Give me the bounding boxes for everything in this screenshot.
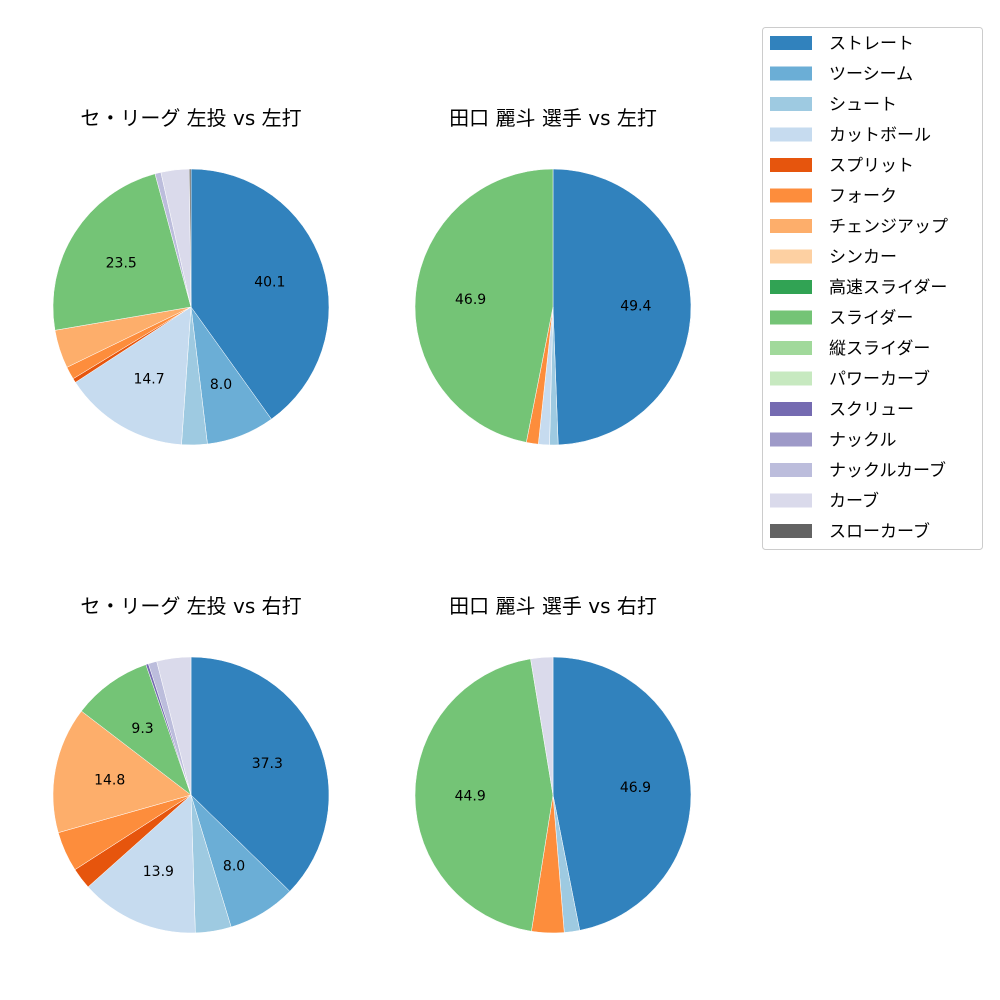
pie-chart: セ・リーグ 左投 vs 右打 37.3 8.0 13.9 14.8 9.3 <box>52 594 330 934</box>
legend-label: 高速スライダー <box>829 278 947 298</box>
slice-label: 14.7 <box>133 371 164 387</box>
pie-slice <box>52 710 192 833</box>
pie-slice <box>414 168 554 443</box>
slice-label: 14.8 <box>94 772 125 788</box>
legend-label: スクリュー <box>829 400 914 420</box>
legend-swatch <box>770 66 812 81</box>
pie-slice <box>52 173 192 331</box>
legend-swatch <box>770 493 812 508</box>
slice-label: 37.3 <box>252 756 283 772</box>
slice-label: 13.9 <box>143 864 174 880</box>
legend-swatch <box>770 371 812 386</box>
legend-label: シュート <box>829 95 897 115</box>
chart-title: 田口 麗斗 選手 vs 右打 <box>449 594 657 618</box>
legend-swatch <box>770 280 812 294</box>
pie-slice <box>414 658 554 932</box>
legend-label: スプリット <box>829 156 914 176</box>
pie-slice <box>552 168 692 446</box>
slice-label: 40.1 <box>254 275 285 291</box>
legend-swatch <box>770 341 812 355</box>
legend-label: ナックル <box>829 431 897 451</box>
legend-label: ストレート <box>829 34 914 54</box>
legend-label: 縦スライダー <box>829 339 930 359</box>
legend: ストレートツーシームシュートカットボールスプリットフォークチェンジアップシンカー… <box>762 27 983 550</box>
legend-label: シンカー <box>829 248 897 268</box>
legend-swatch <box>770 219 812 233</box>
pie-chart: 田口 麗斗 選手 vs 右打 46.9 44.9 <box>414 594 692 934</box>
pie-slice <box>189 168 192 308</box>
legend-swatch <box>770 463 812 477</box>
chart-title: 田口 麗斗 選手 vs 左打 <box>449 106 657 130</box>
legend-label: チェンジアップ <box>829 217 948 237</box>
legend-swatch <box>770 36 812 50</box>
pie-slice <box>75 306 192 445</box>
legend-swatch <box>770 158 812 172</box>
pie-slice <box>552 656 692 931</box>
legend-label: ナックルカーブ <box>829 460 946 481</box>
pie-chart: 田口 麗斗 選手 vs 左打 49.4 46.9 <box>414 106 692 446</box>
legend-label: スライダー <box>829 309 913 329</box>
pie-slice <box>190 168 330 420</box>
legend-swatch <box>770 249 812 264</box>
legend-swatch <box>770 310 812 325</box>
legend-swatch <box>770 97 812 111</box>
legend-label: カーブ <box>829 491 879 512</box>
legend-swatch <box>770 432 812 447</box>
pie-slice <box>81 664 192 796</box>
slice-label: 23.5 <box>106 255 137 271</box>
legend-swatch <box>770 402 812 416</box>
pie-slice <box>87 794 196 934</box>
pie-slice <box>190 656 330 892</box>
slice-label: 8.0 <box>210 377 232 393</box>
legend-swatch <box>770 127 812 142</box>
slice-label: 44.9 <box>455 788 486 804</box>
legend-frame <box>762 27 983 550</box>
slice-label: 46.9 <box>455 292 486 308</box>
legend-label: カットボール <box>829 126 931 146</box>
legend-label: スローカーブ <box>829 521 930 542</box>
legend-label: ツーシーム <box>829 65 913 85</box>
legend-swatch <box>770 524 812 538</box>
pie-chart: セ・リーグ 左投 vs 左打 40.1 8.0 14.7 23.5 <box>52 106 330 446</box>
slice-label: 46.9 <box>620 780 651 796</box>
pie-slice <box>156 656 192 796</box>
slice-label: 8.0 <box>223 859 245 875</box>
chart-title: セ・リーグ 左投 vs 左打 <box>80 106 301 130</box>
slice-label: 9.3 <box>131 721 153 737</box>
slice-label: 49.4 <box>620 298 651 314</box>
legend-swatch <box>770 188 812 203</box>
legend-label: パワーカーブ <box>829 369 930 390</box>
legend-label: フォーク <box>829 187 897 207</box>
pie-slice <box>530 656 554 796</box>
chart-title: セ・リーグ 左投 vs 右打 <box>80 594 301 618</box>
